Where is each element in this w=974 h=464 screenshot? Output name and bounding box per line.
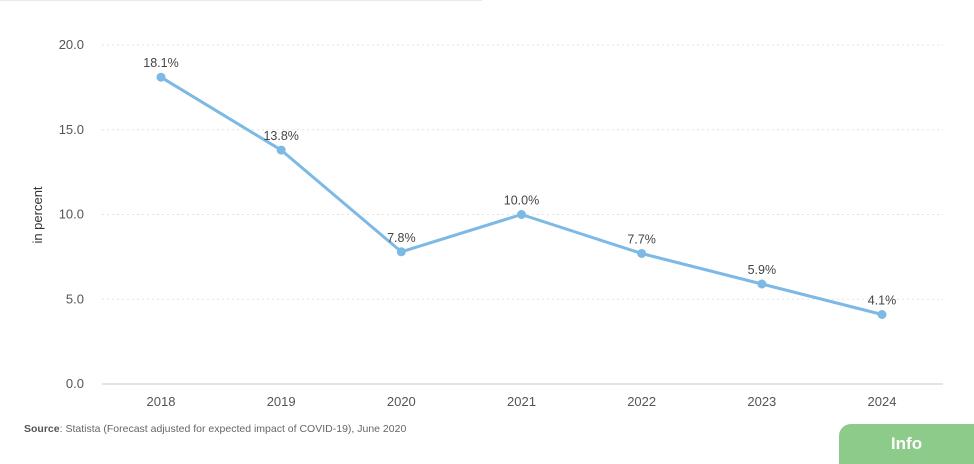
data-label: 13.8% (263, 129, 298, 143)
top-divider (0, 0, 482, 1)
data-label: 10.0% (504, 194, 539, 208)
data-point (156, 72, 166, 82)
info-button[interactable]: Info (839, 424, 974, 464)
x-tick-label: 2022 (627, 394, 656, 409)
data-point (637, 248, 647, 258)
data-point (877, 310, 887, 320)
data-points (156, 72, 887, 320)
y-tick-label: 10.0 (59, 207, 84, 222)
x-tick-label: 2023 (747, 394, 776, 409)
y-tick-label: 15.0 (59, 122, 84, 137)
source-note: Source: Statista (Forecast adjusted for … (24, 423, 406, 435)
data-label: 7.8% (387, 231, 416, 245)
x-tick-label: 2024 (868, 394, 897, 409)
y-tick-label: 20.0 (59, 37, 84, 52)
line-chart: 0.05.010.015.020.0 2018 2019 2020 2021 2022 2… (30, 37, 943, 409)
data-labels: 18.1% 13.8% 7.8% 10.0% 7.7% 5.9% 4.1% (143, 56, 896, 307)
source-text: : Statista (Forecast adjusted for expect… (59, 423, 407, 435)
x-tick-label: 2020 (387, 394, 416, 409)
x-tick-label: 2019 (267, 394, 296, 409)
data-label: 7.7% (627, 232, 656, 246)
data-point (276, 145, 286, 155)
x-tick-label: 2018 (147, 394, 176, 409)
x-tick-label: 2021 (507, 394, 536, 409)
data-point (757, 279, 767, 289)
data-label: 4.1% (868, 294, 897, 308)
data-label: 18.1% (143, 56, 178, 70)
source-label: Source (24, 423, 60, 435)
y-tick-label: 0.0 (66, 376, 84, 391)
y-tick-labels: 0.0 5.0 10.0 15.0 20.0 (59, 37, 84, 391)
x-tick-labels: 2018 2019 2020 2021 2022 2023 2024 (147, 394, 897, 409)
y-axis-title: in percent (30, 186, 45, 243)
y-tick-label: 5.0 (66, 291, 84, 306)
data-label: 5.9% (748, 263, 777, 277)
grid-layer (102, 44, 943, 300)
data-point (396, 247, 406, 257)
data-point (517, 210, 526, 219)
